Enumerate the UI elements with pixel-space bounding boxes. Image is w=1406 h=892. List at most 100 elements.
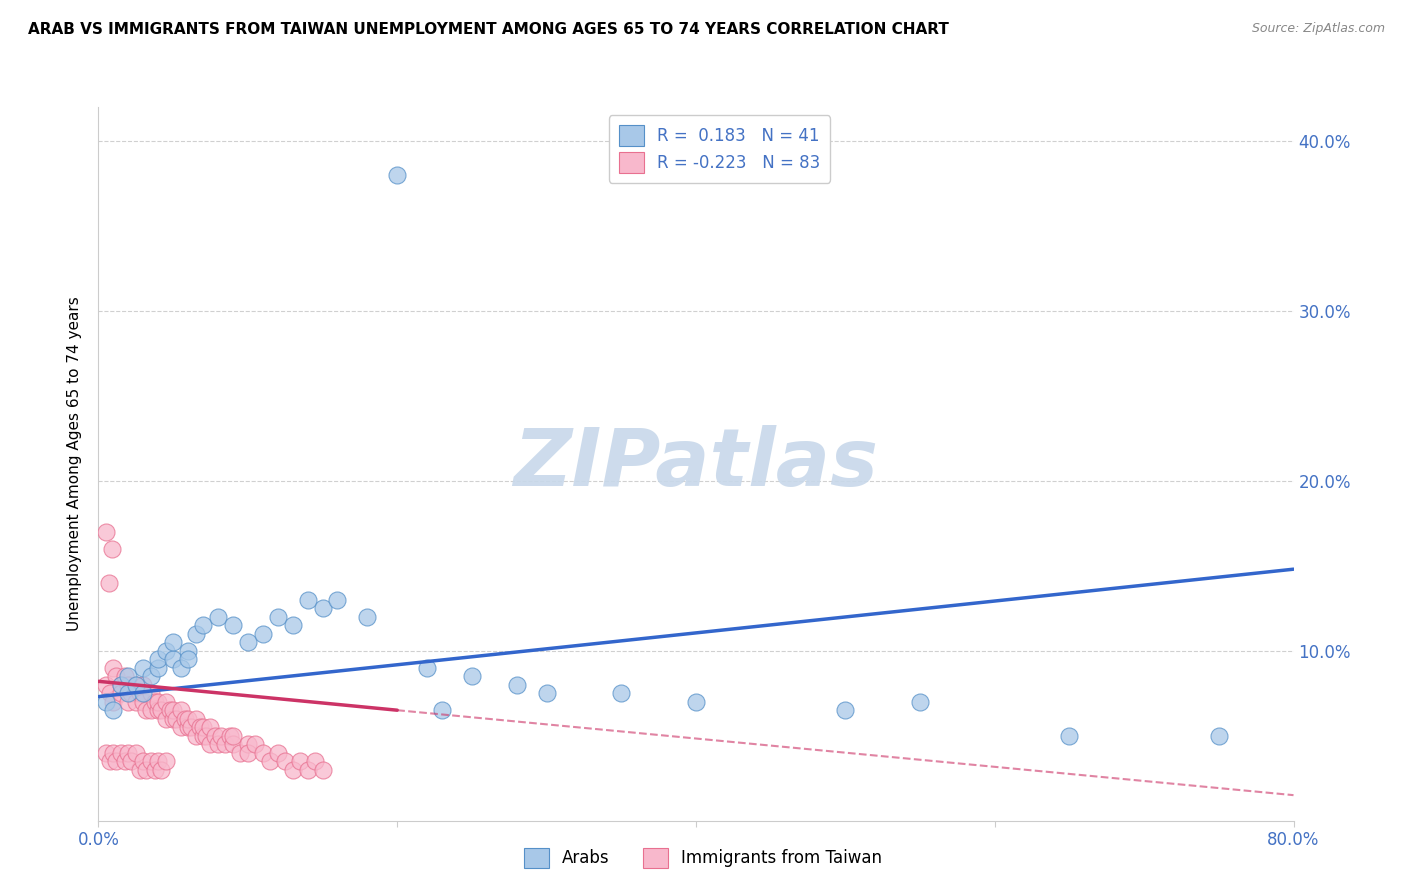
Y-axis label: Unemployment Among Ages 65 to 74 years: Unemployment Among Ages 65 to 74 years — [67, 296, 83, 632]
Text: ARAB VS IMMIGRANTS FROM TAIWAN UNEMPLOYMENT AMONG AGES 65 TO 74 YEARS CORRELATIO: ARAB VS IMMIGRANTS FROM TAIWAN UNEMPLOYM… — [28, 22, 949, 37]
Point — [117, 746, 139, 760]
Point — [209, 729, 232, 743]
Point — [385, 168, 409, 182]
Point — [125, 746, 148, 760]
Point — [281, 618, 304, 632]
Point — [162, 703, 184, 717]
Point — [177, 712, 200, 726]
Point — [150, 763, 173, 777]
Point — [267, 609, 290, 624]
Point — [184, 712, 207, 726]
Point — [94, 695, 117, 709]
Point — [908, 695, 931, 709]
Point — [110, 686, 132, 700]
Point — [148, 703, 170, 717]
Point — [311, 601, 333, 615]
Text: Source: ZipAtlas.com: Source: ZipAtlas.com — [1251, 22, 1385, 36]
Legend: R =  0.183   N = 41, R = -0.223   N = 83: R = 0.183 N = 41, R = -0.223 N = 83 — [609, 115, 831, 183]
Point — [252, 746, 274, 760]
Point — [207, 737, 229, 751]
Point — [506, 678, 529, 692]
Point — [139, 686, 162, 700]
Point — [132, 678, 155, 692]
Point — [288, 754, 311, 768]
Point — [297, 763, 319, 777]
Point — [1059, 729, 1081, 743]
Point — [416, 661, 439, 675]
Point — [97, 575, 120, 590]
Point — [245, 737, 267, 751]
Point — [259, 754, 281, 768]
Point — [125, 678, 148, 692]
Point — [536, 686, 558, 700]
Point — [101, 541, 124, 556]
Point — [105, 754, 128, 768]
Point — [155, 644, 177, 658]
Point — [125, 695, 148, 709]
Point — [169, 703, 191, 717]
Point — [132, 754, 155, 768]
Point — [252, 626, 274, 640]
Point — [103, 703, 125, 717]
Point — [236, 746, 259, 760]
Point — [125, 678, 148, 692]
Point — [110, 678, 132, 692]
Point — [165, 712, 187, 726]
Point — [162, 635, 184, 649]
Point — [219, 729, 242, 743]
Point — [191, 618, 214, 632]
Point — [139, 754, 162, 768]
Point — [177, 720, 200, 734]
Point — [103, 695, 125, 709]
Point — [430, 703, 453, 717]
Point — [214, 737, 236, 751]
Point — [195, 729, 218, 743]
Point — [188, 720, 211, 734]
Point — [191, 729, 214, 743]
Point — [229, 746, 252, 760]
Point — [297, 592, 319, 607]
Point — [169, 661, 191, 675]
Point — [148, 754, 170, 768]
Point — [169, 720, 191, 734]
Point — [110, 746, 132, 760]
Point — [162, 712, 184, 726]
Point — [139, 703, 162, 717]
Point — [207, 609, 229, 624]
Point — [100, 686, 122, 700]
Point — [114, 669, 136, 683]
Point — [356, 609, 378, 624]
Point — [834, 703, 856, 717]
Point — [117, 686, 139, 700]
Point — [132, 661, 155, 675]
Point — [236, 737, 259, 751]
Point — [132, 695, 155, 709]
Point — [184, 626, 207, 640]
Point — [200, 720, 222, 734]
Point — [103, 746, 125, 760]
Point — [326, 592, 349, 607]
Point — [200, 737, 222, 751]
Point — [180, 720, 202, 734]
Point — [274, 754, 297, 768]
Point — [281, 763, 304, 777]
Point — [222, 729, 245, 743]
Point — [267, 746, 290, 760]
Point — [94, 524, 117, 539]
Point — [129, 763, 152, 777]
Point — [610, 686, 633, 700]
Point — [129, 686, 152, 700]
Point — [135, 703, 157, 717]
Point — [117, 695, 139, 709]
Point — [132, 686, 155, 700]
Point — [461, 669, 484, 683]
Point — [184, 729, 207, 743]
Point — [1208, 729, 1230, 743]
Point — [236, 635, 259, 649]
Point — [105, 669, 128, 683]
Point — [162, 652, 184, 666]
Point — [117, 669, 139, 683]
Point — [174, 712, 197, 726]
Point — [100, 754, 122, 768]
Point — [148, 661, 170, 675]
